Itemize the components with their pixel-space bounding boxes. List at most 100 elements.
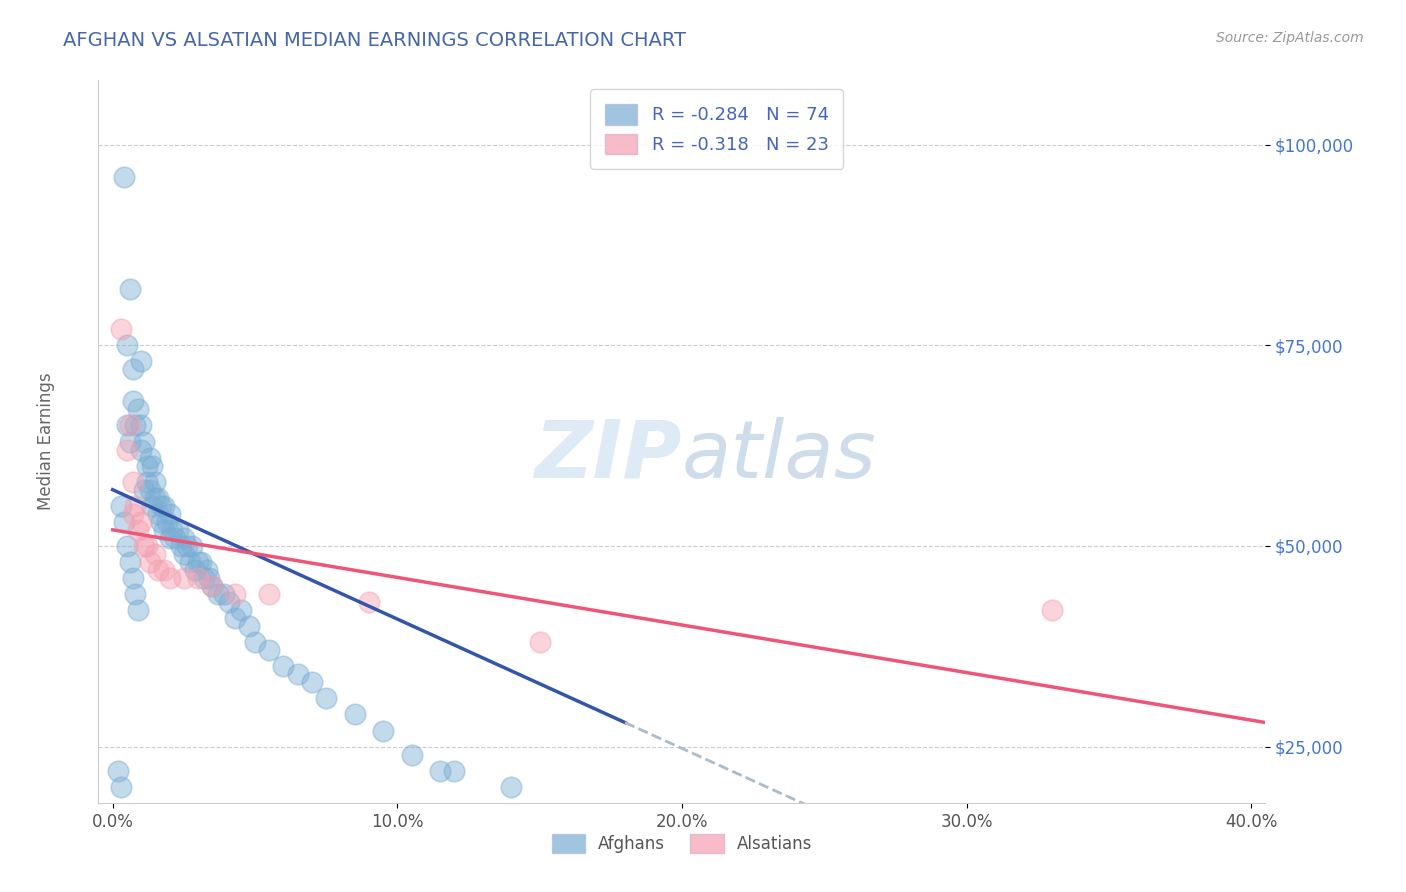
Legend: Afghans, Alsatians: Afghans, Alsatians <box>546 827 818 860</box>
Point <box>173 531 195 545</box>
Point <box>148 491 170 505</box>
Point <box>195 563 218 577</box>
Text: ZIP: ZIP <box>534 417 682 495</box>
Point <box>159 507 181 521</box>
Point <box>173 571 195 585</box>
Point <box>138 555 160 569</box>
Point <box>112 169 135 184</box>
Point <box>124 499 146 513</box>
Text: AFGHAN VS ALSATIAN MEDIAN EARNINGS CORRELATION CHART: AFGHAN VS ALSATIAN MEDIAN EARNINGS CORRE… <box>63 31 686 50</box>
Point <box>343 707 366 722</box>
Point <box>190 555 212 569</box>
Point <box>176 539 198 553</box>
Point <box>501 780 523 794</box>
Point <box>121 394 143 409</box>
Point <box>443 764 465 778</box>
Point <box>153 499 176 513</box>
Point <box>150 499 173 513</box>
Point <box>135 458 157 473</box>
Point <box>1040 603 1063 617</box>
Point <box>132 539 155 553</box>
Point <box>121 507 143 521</box>
Point <box>429 764 451 778</box>
Point <box>273 659 295 673</box>
Point <box>115 338 138 352</box>
Point <box>243 635 266 649</box>
Point <box>127 523 149 537</box>
Point <box>201 579 224 593</box>
Point <box>167 523 190 537</box>
Point <box>257 587 280 601</box>
Point <box>141 499 163 513</box>
Point <box>165 531 187 545</box>
Point <box>135 539 157 553</box>
Point <box>135 475 157 489</box>
Point <box>184 563 207 577</box>
Point <box>121 362 143 376</box>
Point <box>150 515 173 529</box>
Point <box>121 571 143 585</box>
Point <box>179 555 201 569</box>
Point <box>115 442 138 457</box>
Point <box>127 402 149 417</box>
Point <box>257 643 280 657</box>
Point <box>138 483 160 497</box>
Point <box>110 780 132 794</box>
Text: Median Earnings: Median Earnings <box>37 373 55 510</box>
Point <box>121 475 143 489</box>
Point <box>138 450 160 465</box>
Point <box>127 603 149 617</box>
Point <box>143 547 166 561</box>
Point <box>187 555 209 569</box>
Point <box>224 611 246 625</box>
Point <box>132 434 155 449</box>
Point <box>401 747 423 762</box>
Point <box>141 458 163 473</box>
Point <box>124 587 146 601</box>
Point <box>143 475 166 489</box>
Point <box>132 483 155 497</box>
Point <box>129 418 152 433</box>
Point <box>357 595 380 609</box>
Point <box>173 547 195 561</box>
Point <box>198 571 221 585</box>
Point <box>224 587 246 601</box>
Point <box>212 587 235 601</box>
Point <box>159 531 181 545</box>
Point <box>110 499 132 513</box>
Point <box>207 587 229 601</box>
Point <box>187 571 209 585</box>
Point <box>201 579 224 593</box>
Point <box>112 515 135 529</box>
Point <box>124 418 146 433</box>
Point <box>115 539 138 553</box>
Point <box>153 523 176 537</box>
Point <box>115 418 138 433</box>
Point <box>156 515 179 529</box>
Point <box>315 691 337 706</box>
Point <box>118 418 141 433</box>
Point <box>143 491 166 505</box>
Point <box>218 595 240 609</box>
Point <box>107 764 129 778</box>
Point <box>129 515 152 529</box>
Point <box>148 563 170 577</box>
Point <box>238 619 260 633</box>
Point <box>129 442 152 457</box>
Point <box>301 675 323 690</box>
Point <box>181 539 204 553</box>
Point <box>170 539 193 553</box>
Point <box>148 507 170 521</box>
Point <box>118 434 141 449</box>
Text: atlas: atlas <box>682 417 877 495</box>
Text: Source: ZipAtlas.com: Source: ZipAtlas.com <box>1216 31 1364 45</box>
Point <box>371 723 394 738</box>
Point <box>110 322 132 336</box>
Point <box>129 354 152 368</box>
Point <box>193 571 215 585</box>
Point <box>118 282 141 296</box>
Point <box>162 523 184 537</box>
Point <box>529 635 551 649</box>
Point <box>159 571 181 585</box>
Point <box>153 563 176 577</box>
